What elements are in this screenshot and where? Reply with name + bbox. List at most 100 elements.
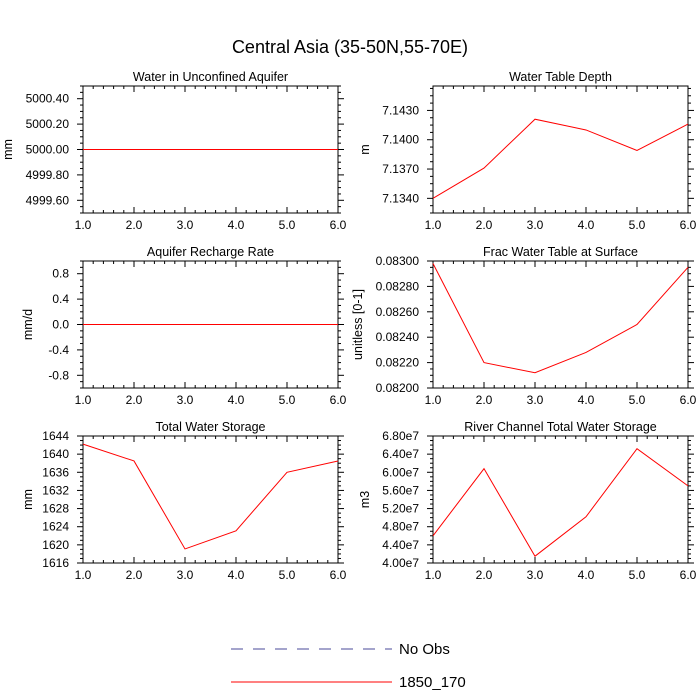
y-tick-label: 4999.60 bbox=[26, 193, 70, 207]
y-tick-label: 6.80e7 bbox=[382, 429, 419, 443]
x-tick-label: 5.0 bbox=[279, 393, 296, 407]
plot-frame bbox=[432, 260, 689, 389]
y-tick-label: 4.00e7 bbox=[382, 556, 419, 570]
x-tick-label: 6.0 bbox=[680, 393, 697, 407]
legend-label: 1850_170 bbox=[399, 674, 466, 691]
x-tick-label: 3.0 bbox=[527, 568, 544, 582]
x-tick-label: 6.0 bbox=[330, 393, 347, 407]
chart-panel: Aquifer Recharge Rate 1.0 2.0 3.0 4.0 5.0 6.0 -… bbox=[21, 245, 346, 407]
y-tick-label: 0.8 bbox=[52, 267, 69, 281]
y-tick-label: 1636 bbox=[42, 465, 69, 479]
y-tick-label: 5.60e7 bbox=[382, 483, 419, 497]
panels-group: Water in Unconfined Aquifer 1.0 2.0 3.0 4.0 5… bbox=[1, 70, 697, 582]
y-tick-label: 7.1340 bbox=[382, 191, 419, 205]
panel-title: River Channel Total Water Storage bbox=[464, 420, 657, 434]
y-tick-label: 4.80e7 bbox=[382, 520, 419, 534]
y-tick-label: -0.8 bbox=[48, 368, 69, 382]
x-tick-label: 6.0 bbox=[330, 218, 347, 232]
x-tick-label: 4.0 bbox=[228, 218, 245, 232]
y-tick-label: 0.08300 bbox=[376, 254, 420, 268]
figure-title: Central Asia (35-50N,55-70E) bbox=[232, 37, 468, 57]
x-tick-label: 1.0 bbox=[75, 568, 92, 582]
y-tick-label: 0.0 bbox=[52, 318, 69, 332]
y-tick-label: 1620 bbox=[42, 538, 69, 552]
y-tick-label: 1640 bbox=[42, 447, 69, 461]
y-tick-label: 4999.80 bbox=[26, 168, 70, 182]
x-tick-label: 6.0 bbox=[680, 568, 697, 582]
y-tick-label: 0.08260 bbox=[376, 305, 420, 319]
y-tick-label: 5.20e7 bbox=[382, 502, 419, 516]
x-tick-label: 1.0 bbox=[425, 568, 442, 582]
x-tick-label: 4.0 bbox=[578, 218, 595, 232]
x-tick-label: 2.0 bbox=[476, 568, 493, 582]
y-tick-label: 1644 bbox=[42, 429, 69, 443]
x-tick-label: 4.0 bbox=[228, 393, 245, 407]
x-tick-label: 3.0 bbox=[527, 393, 544, 407]
chart-panel: Water Table Depth 1.0 2.0 3.0 4.0 5.0 6.0 7.134… bbox=[358, 70, 697, 232]
x-tick-label: 3.0 bbox=[177, 568, 194, 582]
plot-frame bbox=[432, 85, 689, 214]
legend-item: 1850_170 bbox=[231, 674, 466, 691]
y-axis-label: mm bbox=[21, 489, 35, 510]
chart-panel: River Channel Total Water Storage 1.0 2.0 3… bbox=[358, 420, 697, 582]
x-tick-label: 5.0 bbox=[279, 218, 296, 232]
x-tick-label: 5.0 bbox=[629, 218, 646, 232]
x-tick-label: 4.0 bbox=[228, 568, 245, 582]
y-tick-label: 0.08220 bbox=[376, 356, 420, 370]
x-tick-label: 2.0 bbox=[126, 568, 143, 582]
legend: No Obs 1850_170 bbox=[231, 641, 466, 691]
x-tick-label: 1.0 bbox=[75, 218, 92, 232]
y-tick-label: 0.08280 bbox=[376, 279, 420, 293]
y-axis-label: m3 bbox=[358, 491, 372, 508]
series-line bbox=[82, 443, 339, 550]
series-line bbox=[432, 448, 689, 557]
y-axis-label: unitless [0-1] bbox=[351, 289, 365, 360]
y-tick-label: 1628 bbox=[42, 502, 69, 516]
y-tick-label: 7.1400 bbox=[382, 133, 419, 147]
legend-item: No Obs bbox=[231, 641, 450, 658]
y-tick-label: 1632 bbox=[42, 483, 69, 497]
y-tick-label: 7.1370 bbox=[382, 162, 419, 176]
chart-panel: Water in Unconfined Aquifer 1.0 2.0 3.0 4.0 5… bbox=[1, 70, 347, 232]
x-tick-label: 1.0 bbox=[425, 393, 442, 407]
y-tick-label: 0.08200 bbox=[376, 381, 420, 395]
y-tick-label: 5000.20 bbox=[26, 117, 70, 131]
y-tick-label: 4.40e7 bbox=[382, 538, 419, 552]
y-tick-label: 5000.40 bbox=[26, 92, 70, 106]
x-tick-label: 1.0 bbox=[425, 218, 442, 232]
y-tick-label: 1624 bbox=[42, 520, 69, 534]
y-tick-label: 0.4 bbox=[52, 292, 69, 306]
x-tick-label: 6.0 bbox=[680, 218, 697, 232]
x-tick-label: 5.0 bbox=[629, 393, 646, 407]
x-tick-label: 1.0 bbox=[75, 393, 92, 407]
chart-panel: Total Water Storage 1.0 2.0 3.0 4.0 5.0 6.0 161… bbox=[21, 420, 346, 582]
x-tick-label: 2.0 bbox=[476, 218, 493, 232]
panel-title: Water in Unconfined Aquifer bbox=[133, 70, 288, 84]
x-tick-label: 5.0 bbox=[629, 568, 646, 582]
series-line bbox=[432, 118, 689, 199]
y-tick-label: 0.08240 bbox=[376, 330, 420, 344]
x-tick-label: 3.0 bbox=[177, 393, 194, 407]
chart-panel: Frac Water Table at Surface 1.0 2.0 3.0 4.0 5… bbox=[351, 245, 697, 407]
series-line bbox=[432, 263, 689, 374]
y-tick-label: 6.00e7 bbox=[382, 465, 419, 479]
y-tick-label: 1616 bbox=[42, 556, 69, 570]
x-tick-label: 4.0 bbox=[578, 568, 595, 582]
panel-title: Frac Water Table at Surface bbox=[483, 245, 638, 259]
x-tick-label: 2.0 bbox=[476, 393, 493, 407]
x-tick-label: 4.0 bbox=[578, 393, 595, 407]
x-tick-label: 2.0 bbox=[126, 393, 143, 407]
y-axis-label: mm/d bbox=[21, 309, 35, 340]
x-tick-label: 5.0 bbox=[279, 568, 296, 582]
y-tick-label: 5000.00 bbox=[26, 143, 70, 157]
y-tick-label: -0.4 bbox=[48, 343, 69, 357]
y-axis-label: mm bbox=[1, 139, 15, 160]
y-tick-label: 6.40e7 bbox=[382, 447, 419, 461]
y-axis-label: m bbox=[358, 144, 372, 154]
x-tick-label: 3.0 bbox=[177, 218, 194, 232]
x-tick-label: 3.0 bbox=[527, 218, 544, 232]
x-tick-label: 2.0 bbox=[126, 218, 143, 232]
panel-title: Water Table Depth bbox=[509, 70, 612, 84]
plot-frame bbox=[82, 435, 339, 564]
y-tick-label: 7.1430 bbox=[382, 103, 419, 117]
